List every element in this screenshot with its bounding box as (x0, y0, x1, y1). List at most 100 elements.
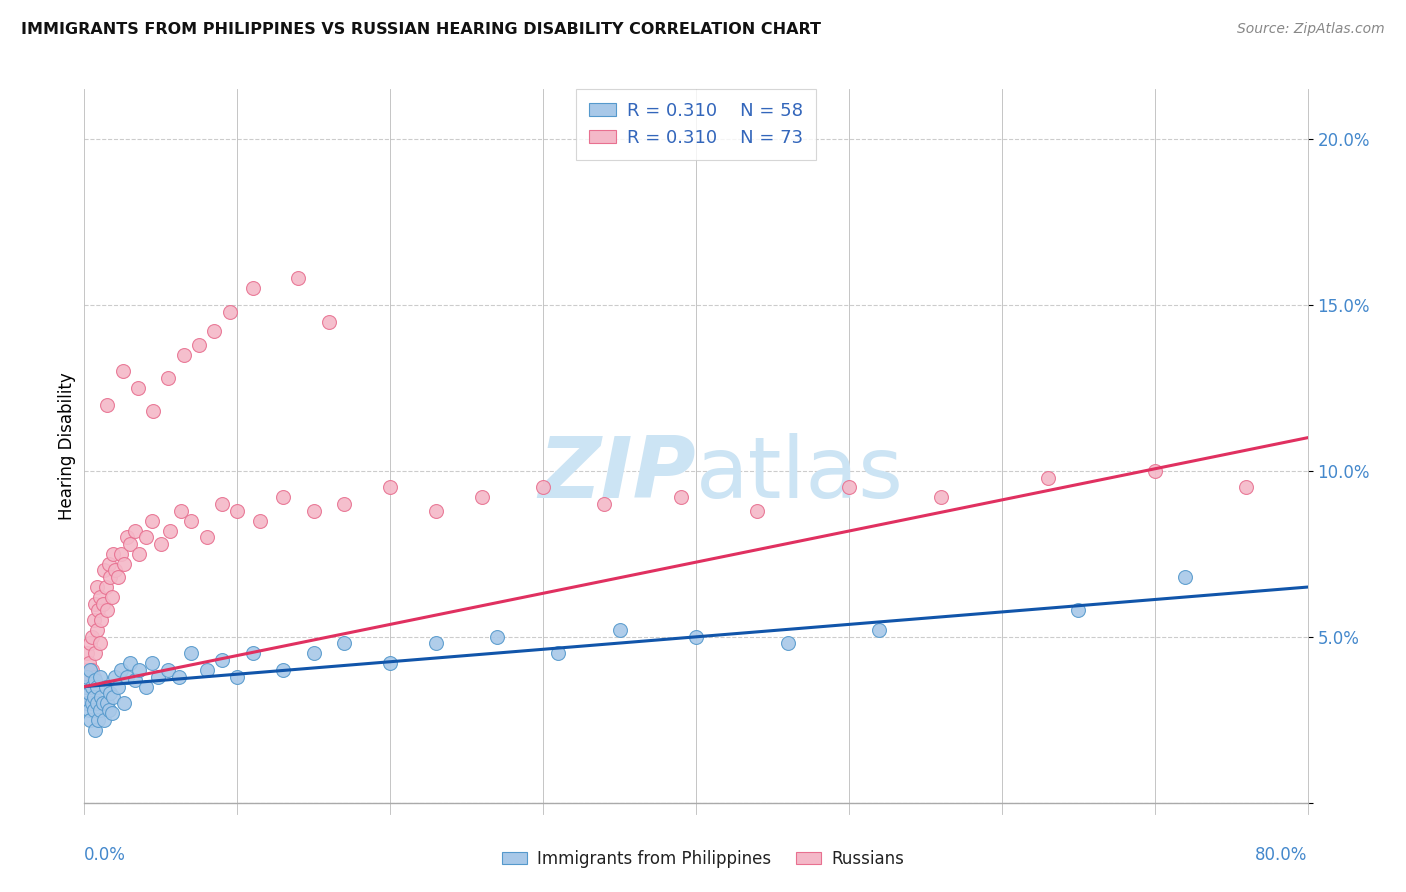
Point (94, 680, 117, 694)
Point (425, 504, 447, 518)
Point (146, 670, 169, 684)
Text: atlas: atlas (696, 433, 904, 516)
Point (79, 713, 101, 727)
Point (380, 657, 402, 671)
Point (89, 590, 111, 604)
Point (93, 713, 115, 727)
Point (87, 603, 110, 617)
Point (226, 670, 249, 684)
Point (80, 663, 103, 677)
Point (107, 570, 129, 584)
Text: Source: ZipAtlas.com: Source: ZipAtlas.com (1237, 22, 1385, 37)
Point (91, 597, 114, 611)
Point (486, 630, 509, 644)
Point (127, 381, 149, 395)
Point (142, 404, 165, 418)
Point (110, 547, 132, 561)
Point (115, 670, 138, 684)
Point (112, 557, 135, 571)
Point (84, 647, 107, 661)
Point (76, 696, 98, 710)
Point (90, 613, 112, 627)
Point (380, 481, 402, 495)
Point (333, 497, 356, 511)
Point (195, 530, 218, 544)
Point (80, 680, 103, 694)
Point (79, 663, 101, 677)
Point (425, 636, 447, 650)
Point (141, 657, 163, 671)
Point (107, 680, 129, 694)
Point (77, 657, 100, 671)
Point (202, 325, 225, 339)
Point (77, 670, 100, 684)
Point (94, 580, 117, 594)
Point (318, 314, 340, 328)
Point (87, 713, 110, 727)
Point (77, 686, 100, 700)
Point (75, 680, 97, 694)
Point (173, 348, 195, 362)
Point (747, 504, 769, 518)
Point (271, 491, 294, 505)
Point (157, 663, 180, 677)
Point (124, 673, 146, 687)
Point (157, 371, 180, 385)
Point (86, 696, 108, 710)
Point (1067, 603, 1090, 617)
Point (141, 514, 163, 528)
Point (111, 364, 134, 378)
Point (211, 653, 233, 667)
Point (211, 497, 233, 511)
Point (97, 703, 120, 717)
Point (89, 670, 111, 684)
Point (101, 590, 124, 604)
Point (89, 636, 111, 650)
Point (135, 530, 157, 544)
Point (135, 680, 157, 694)
Point (531, 481, 554, 495)
Point (76, 670, 98, 684)
Point (89, 703, 111, 717)
Point (104, 564, 127, 578)
Point (302, 647, 325, 661)
Point (80, 630, 103, 644)
Text: 0.0%: 0.0% (84, 846, 127, 863)
Point (75, 663, 97, 677)
Legend: Immigrants from Philippines, Russians: Immigrants from Philippines, Russians (495, 844, 911, 875)
Point (685, 630, 707, 644)
Point (593, 497, 616, 511)
Point (226, 504, 249, 518)
Point (86, 680, 108, 694)
Point (120, 657, 142, 671)
Point (1234, 481, 1257, 495)
Point (167, 670, 190, 684)
Point (271, 663, 294, 677)
Point (84, 723, 107, 737)
Point (93, 564, 115, 578)
Point (76, 696, 98, 710)
Point (96, 696, 118, 710)
Point (838, 481, 860, 495)
Point (77, 703, 100, 717)
Point (79, 636, 101, 650)
Point (86, 624, 108, 638)
Point (609, 624, 631, 638)
Point (83, 670, 105, 684)
Point (115, 530, 138, 544)
Point (97, 557, 120, 571)
Point (101, 706, 124, 721)
Point (96, 603, 118, 617)
Point (128, 547, 150, 561)
Point (112, 696, 135, 710)
Point (287, 271, 309, 285)
Point (96, 397, 118, 411)
Point (83, 613, 105, 627)
Point (86, 580, 108, 594)
Point (120, 537, 142, 551)
Point (90, 690, 112, 704)
Point (180, 647, 202, 661)
Point (83, 690, 105, 704)
Point (159, 524, 181, 538)
Point (124, 524, 146, 538)
